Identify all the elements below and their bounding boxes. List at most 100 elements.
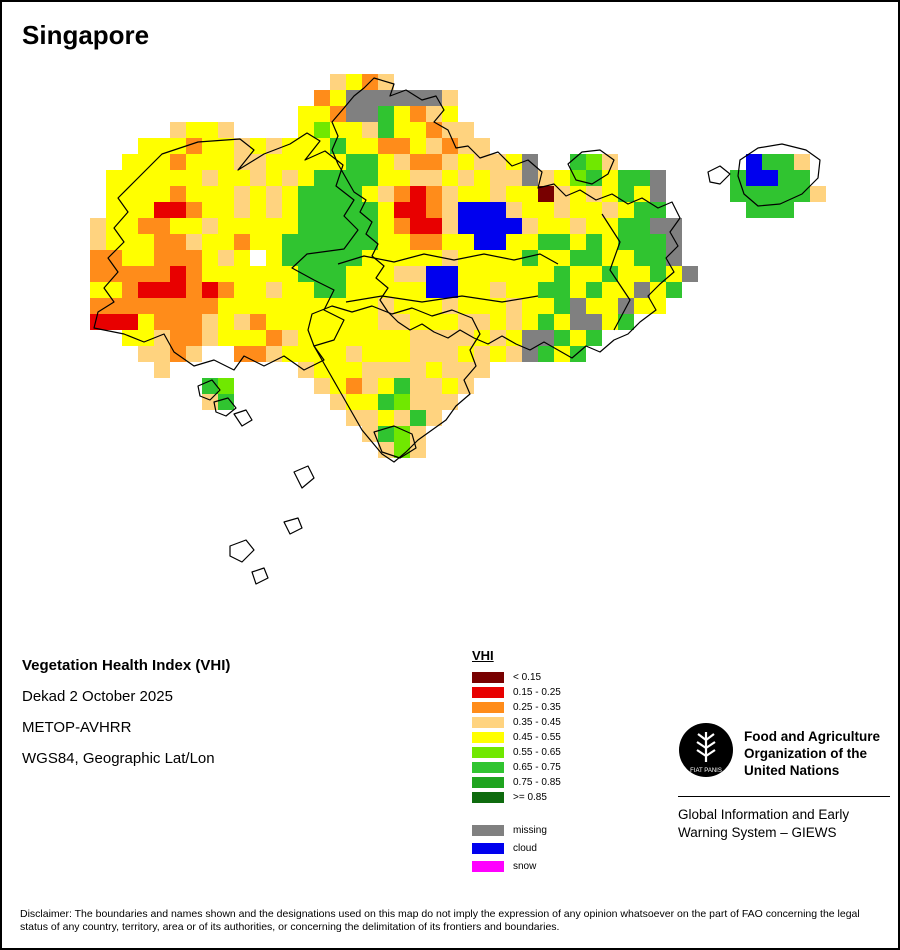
vhi-cell <box>474 250 490 266</box>
vhi-cell <box>170 218 186 234</box>
vhi-cell <box>218 202 234 218</box>
vhi-cell <box>474 186 490 202</box>
vhi-cell <box>346 186 362 202</box>
vhi-cell <box>426 346 442 362</box>
vhi-cell <box>634 186 650 202</box>
vhi-cell <box>410 282 426 298</box>
vhi-cell <box>154 298 170 314</box>
vhi-cell <box>538 266 554 282</box>
vhi-cell <box>538 314 554 330</box>
vhi-cell <box>490 266 506 282</box>
legend-title: VHI <box>472 648 494 663</box>
vhi-cell <box>490 282 506 298</box>
vhi-cell <box>394 394 410 410</box>
vhi-cell <box>250 202 266 218</box>
vhi-cell <box>538 298 554 314</box>
vhi-cell <box>122 186 138 202</box>
vhi-cell <box>778 170 794 186</box>
vhi-cell <box>602 154 618 170</box>
vhi-cell <box>266 170 282 186</box>
vhi-cell <box>138 346 154 362</box>
legend-special: missing cloud snow <box>472 821 561 875</box>
vhi-cell <box>586 202 602 218</box>
vhi-cell <box>442 362 458 378</box>
vhi-cell <box>410 106 426 122</box>
vhi-cell <box>298 154 314 170</box>
vhi-cell <box>538 170 554 186</box>
vhi-cell <box>522 282 538 298</box>
vhi-cell <box>170 154 186 170</box>
vhi-cell <box>90 234 106 250</box>
vhi-cell <box>778 186 794 202</box>
vhi-cell <box>602 298 618 314</box>
vhi-cell <box>490 186 506 202</box>
vhi-cell <box>394 234 410 250</box>
vhi-cell <box>570 330 586 346</box>
vhi-cell <box>378 362 394 378</box>
legend-swatch <box>472 702 504 713</box>
vhi-cell <box>330 74 346 90</box>
vhi-cell <box>570 282 586 298</box>
vhi-cell <box>602 234 618 250</box>
vhi-cell <box>474 218 490 234</box>
vhi-cell <box>154 266 170 282</box>
legend-label: 0.45 - 0.55 <box>513 732 561 743</box>
vhi-cell <box>458 346 474 362</box>
vhi-cell <box>618 170 634 186</box>
vhi-cell <box>202 266 218 282</box>
giews-line1: Global Information and Early <box>678 807 850 822</box>
legend-row: >= 0.85 <box>472 790 561 805</box>
vhi-cell <box>602 250 618 266</box>
vhi-cell <box>218 170 234 186</box>
vhi-cell <box>90 298 106 314</box>
vhi-cell <box>298 170 314 186</box>
vhi-cell <box>266 330 282 346</box>
vhi-cell <box>218 314 234 330</box>
vhi-cell <box>362 314 378 330</box>
legend-classes: < 0.15 0.15 - 0.25 0.25 - 0.35 0.35 - 0.45 0… <box>472 670 561 805</box>
vhi-cell <box>314 138 330 154</box>
vhi-cell <box>618 202 634 218</box>
vhi-cell <box>314 90 330 106</box>
vhi-cell <box>442 154 458 170</box>
vhi-cell <box>394 314 410 330</box>
vhi-cell <box>682 266 698 282</box>
vhi-cell <box>298 202 314 218</box>
vhi-cell <box>250 330 266 346</box>
vhi-cell <box>362 202 378 218</box>
vhi-cell <box>362 282 378 298</box>
vhi-cell <box>186 346 202 362</box>
vhi-cell <box>298 346 314 362</box>
vhi-cell <box>122 170 138 186</box>
vhi-cell <box>362 186 378 202</box>
vhi-cell <box>506 346 522 362</box>
vhi-cell <box>362 346 378 362</box>
vhi-cell <box>586 154 602 170</box>
vhi-cell <box>746 170 762 186</box>
vhi-cell <box>250 186 266 202</box>
vhi-cell <box>442 394 458 410</box>
vhi-cell <box>378 394 394 410</box>
vhi-cell <box>378 282 394 298</box>
vhi-cell <box>554 314 570 330</box>
vhi-cell <box>154 314 170 330</box>
vhi-cell <box>554 330 570 346</box>
vhi-cell <box>346 202 362 218</box>
vhi-cell <box>362 170 378 186</box>
vhi-cell <box>362 74 378 90</box>
vhi-cell <box>602 170 618 186</box>
org-name-line3: United Nations <box>744 762 840 778</box>
vhi-cell <box>362 250 378 266</box>
legend-swatch <box>472 717 504 728</box>
vhi-cell <box>410 170 426 186</box>
vhi-cell <box>346 250 362 266</box>
vhi-cell <box>602 202 618 218</box>
legend-label: cloud <box>513 842 537 854</box>
vhi-cell <box>394 410 410 426</box>
vhi-cell <box>154 250 170 266</box>
vhi-cell <box>442 138 458 154</box>
vhi-cell <box>186 138 202 154</box>
vhi-cell <box>522 186 538 202</box>
vhi-cell <box>458 154 474 170</box>
